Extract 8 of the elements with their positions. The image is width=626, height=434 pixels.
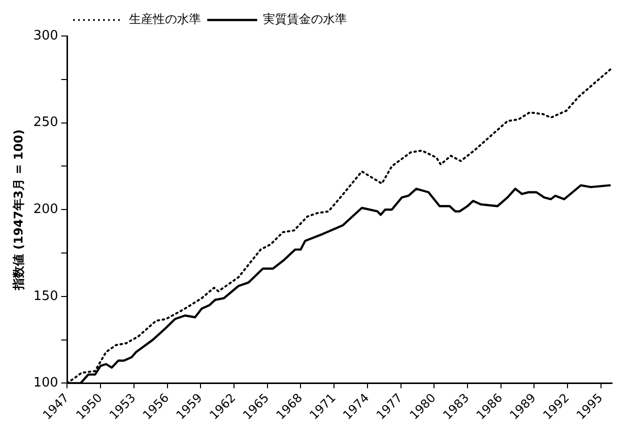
y-tick-label: 250 [33,115,58,130]
legend-label: 生産性の水準 [129,12,202,26]
legend-label: 実質賃金の水準 [263,12,348,26]
y-axis-title: 指数値 (1947年3月 = 100) [11,129,26,291]
y-tick-label: 150 [33,288,58,304]
y-tick-label: 100 [33,376,58,391]
y-tick-label: 300 [33,28,58,44]
y-tick-label: 200 [33,202,58,217]
